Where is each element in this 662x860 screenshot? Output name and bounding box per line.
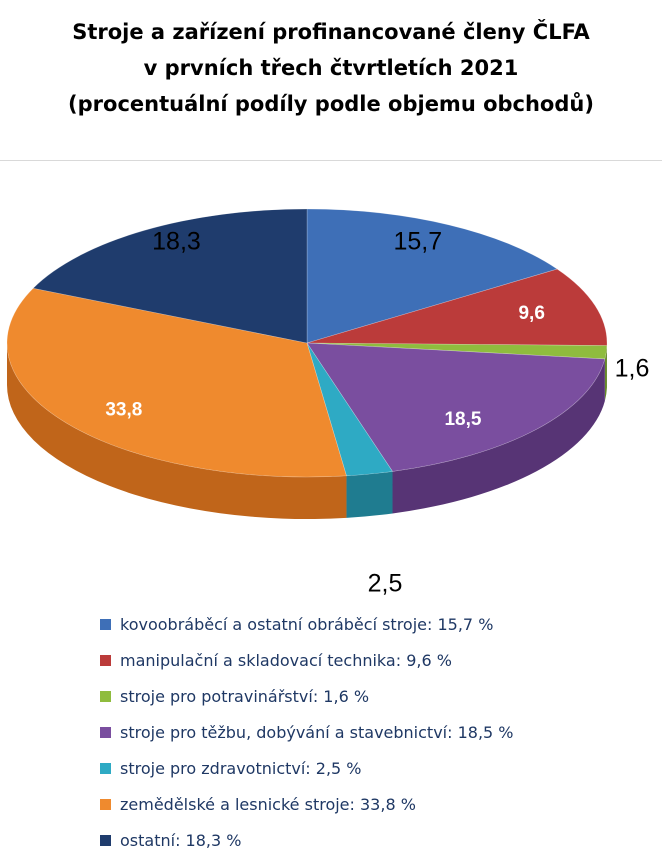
data-label-2: 9,6 [518,303,544,324]
legend-item: manipulační a skladovací technika: 9,6 % [100,642,514,678]
legend-label: stroje pro těžbu, dobývání a stavebnictv… [120,722,514,742]
pie-slice-2 [306,268,608,346]
legend-swatch [100,654,111,666]
legend: kovoobráběcí a ostatní obráběcí stroje: … [100,606,514,858]
title-line-1: Stroje a zařízení profinancované členy Č… [72,20,590,44]
legend-label: stroje pro zdravotnictví: 2,5 % [120,758,362,778]
legend-label: zemědělské a lesnické stroje: 33,8 % [120,794,416,814]
data-label-6: 33,8 [105,400,142,421]
legend-swatch [100,762,111,774]
pie-slice-3 [306,342,608,360]
pie-chart: 15,7 9,6 1,6 18,5 2,5 33,8 18,3 [6,208,649,598]
legend-item: stroje pro těžbu, dobývání a stavebnictv… [100,714,514,750]
legend-item: stroje pro potravinářství: 1,6 % [100,678,514,714]
title-divider [0,160,662,161]
pie-side-5 [346,471,393,518]
legend-swatch [100,798,111,810]
legend-item: stroje pro zdravotnictví: 2,5 % [100,750,514,786]
legend-label: kovoobráběcí a ostatní obráběcí stroje: … [120,614,494,634]
data-label-3: 1,6 [615,355,650,383]
pie-side-3 [604,345,607,401]
data-label-4: 18,5 [444,409,481,430]
legend-label: manipulační a skladovací technika: 9,6 % [120,650,452,670]
pie-data-labels: 15,7 9,6 1,6 18,5 2,5 33,8 18,3 [105,228,649,598]
legend-item: zemědělské a lesnické stroje: 33,8 % [100,786,514,822]
legend-swatch [100,726,111,738]
data-label-5: 2,5 [368,570,403,598]
legend-item: kovoobráběcí a ostatní obráběcí stroje: … [100,606,514,642]
legend-swatch [100,834,111,846]
pie-side-4 [392,358,605,514]
pie-slice-1 [306,208,558,344]
legend-item: ostatní: 18,3 % [100,822,514,858]
data-label-7: 18,3 [152,228,201,256]
pie-slice-7 [32,208,308,344]
title-line-2: v prvních třech čtvrtletích 2021 [143,56,519,80]
pie-slice-4 [306,342,606,472]
pie-side-6 [6,343,347,520]
legend-label: ostatní: 18,3 % [120,830,242,850]
pie-slice-5 [306,342,394,477]
pie-sides [6,343,607,520]
chart-title: Stroje a zařízení profinancované členy Č… [0,14,662,122]
legend-label: stroje pro potravinářství: 1,6 % [120,686,370,706]
pie-slice-6 [6,287,347,478]
data-label-1: 15,7 [393,228,442,256]
legend-swatch [100,618,111,630]
legend-swatch [100,690,111,702]
pie-slices [6,208,608,478]
title-line-3: (procentuální podíly podle objemu obchod… [68,92,594,116]
